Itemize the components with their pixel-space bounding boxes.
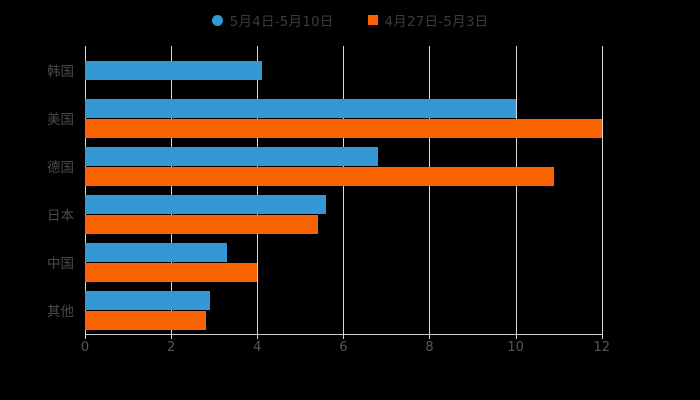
x-axis-tick-label: 10 bbox=[507, 340, 524, 355]
gridline bbox=[429, 46, 431, 334]
legend-marker-square-icon bbox=[367, 15, 378, 25]
x-axis-tick-mark bbox=[429, 334, 431, 339]
bar-series-2[interactable] bbox=[85, 214, 318, 234]
gridline bbox=[171, 46, 173, 334]
bar-series-1[interactable] bbox=[85, 146, 378, 166]
plot-area bbox=[85, 46, 603, 334]
x-axis-tick-label: 4 bbox=[253, 340, 262, 355]
y-axis-tick-label: 中国 bbox=[47, 256, 74, 272]
y-axis-tick-label: 德国 bbox=[47, 160, 74, 176]
bar-series-2[interactable] bbox=[85, 262, 258, 282]
bar-series-2[interactable] bbox=[85, 118, 602, 138]
gridline bbox=[343, 46, 345, 334]
x-axis-tick-mark bbox=[601, 334, 603, 339]
bar-series-1[interactable] bbox=[85, 194, 327, 214]
x-axis-tick-mark bbox=[171, 334, 173, 339]
legend-marker-circle-icon bbox=[211, 14, 223, 26]
x-axis-tick-mark bbox=[85, 334, 86, 339]
bar-series-1[interactable] bbox=[85, 98, 516, 118]
gridline bbox=[257, 46, 259, 334]
legend-label-series-2: 4月27日-5月3日 bbox=[384, 14, 489, 30]
bar-series-1[interactable] bbox=[85, 242, 228, 262]
y-axis-tick-label: 韩国 bbox=[47, 64, 74, 80]
x-axis-tick-mark bbox=[343, 334, 345, 339]
y-axis-tick-label: 日本 bbox=[47, 208, 74, 224]
bar-series-2[interactable] bbox=[85, 310, 206, 330]
x-axis-tick-label: 6 bbox=[339, 340, 348, 355]
x-axis-tick-mark bbox=[515, 334, 517, 339]
bar-series-1[interactable] bbox=[85, 60, 262, 80]
legend-item-series-1[interactable]: 5月4日-5月10日 bbox=[211, 10, 334, 30]
gridline bbox=[85, 46, 86, 334]
chart-legend: 5月4日-5月10日 4月27日-5月3日 bbox=[0, 8, 700, 32]
legend-label-series-1: 5月4日-5月10日 bbox=[229, 14, 334, 30]
y-axis-labels: 韩国美国德国日本中国其他 bbox=[0, 0, 74, 400]
bar-series-1[interactable] bbox=[85, 290, 210, 310]
y-axis-tick-label: 其他 bbox=[47, 304, 74, 320]
x-axis-tick-label: 0 bbox=[80, 340, 90, 355]
gridline bbox=[515, 46, 517, 334]
gridline bbox=[601, 46, 603, 334]
x-axis-tick-mark bbox=[257, 334, 259, 339]
legend-item-series-2[interactable]: 4月27日-5月3日 bbox=[367, 10, 489, 30]
x-axis-tick-label: 12 bbox=[593, 340, 610, 355]
x-axis-tick-label: 8 bbox=[425, 340, 434, 355]
y-axis-tick-label: 美国 bbox=[47, 112, 74, 128]
bar-series-2[interactable] bbox=[85, 166, 555, 186]
x-axis-tick-label: 2 bbox=[166, 340, 176, 355]
